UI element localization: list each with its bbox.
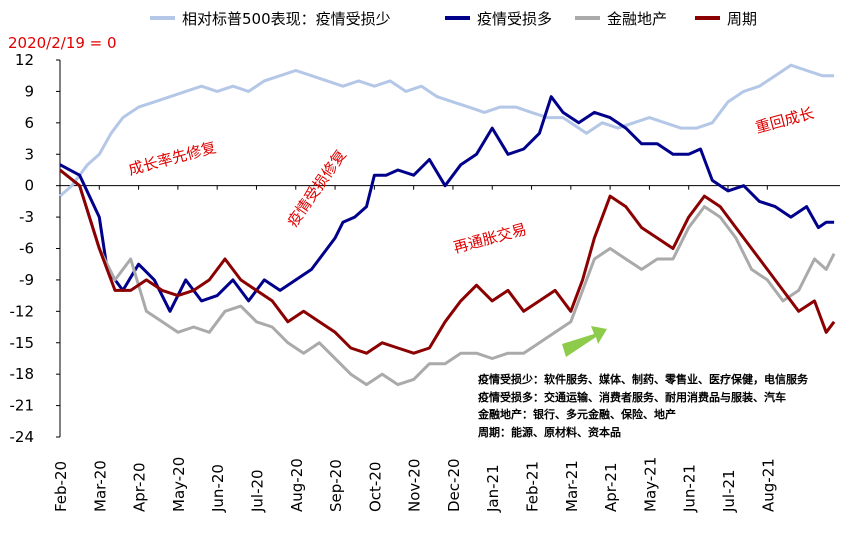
legend: 相对标普500表现：疫情受损少 疫情受损多 金融地产 周期	[150, 10, 757, 28]
y-tick-label: -15	[10, 334, 35, 352]
x-tick-label: May-20	[170, 457, 188, 512]
y-tick-label: 0	[24, 177, 34, 195]
y-tick-label: -12	[10, 302, 35, 320]
y-tick-label: -3	[19, 208, 34, 226]
y-tick-label: -18	[10, 365, 35, 383]
x-tick-label: Apr-20	[131, 463, 149, 513]
x-tick-label: Oct-20	[366, 462, 384, 512]
series-line-3	[59, 168, 836, 355]
series-line-0	[59, 63, 835, 198]
x-tick-label: Apr-21	[602, 463, 620, 513]
annotation-pandemic-recovery: 疫情受损修复	[284, 146, 350, 230]
legend-label-2: 金融地产	[607, 10, 667, 28]
x-tick-label: May-21	[641, 457, 659, 512]
annotation-back-to-growth: 重回成长	[753, 104, 816, 137]
x-tick-label: Aug-20	[288, 458, 306, 512]
green-arrow	[562, 326, 607, 357]
note-line-1: 疫情受损多：交通运输、消费者服务、耐用消费品与服装、汽车	[478, 390, 786, 404]
series-lines	[59, 63, 836, 387]
x-tick-label: Jul-21	[720, 469, 738, 513]
x-tick-label: Jun-21	[681, 464, 699, 513]
x-tick-label: Jan-21	[484, 464, 502, 513]
y-axis: 12 9 6 3 0 -3 -6 -9 -12 -15 -18 -21 -24	[10, 51, 61, 446]
chart-subtitle: 2020/2/19 = 0	[8, 34, 117, 52]
legend-label-3: 周期	[727, 10, 757, 28]
y-tick-label: 3	[24, 145, 34, 163]
y-tick-label: -24	[10, 428, 35, 446]
x-tick-label: Dec-20	[445, 458, 463, 512]
x-tick-label: Jul-20	[248, 469, 266, 513]
x-tick-label: Feb-20	[52, 461, 70, 512]
x-tick-label: Mar-20	[91, 460, 109, 512]
x-axis: Feb-20 Mar-20 Apr-20 May-20 Jun-20 Jul-20 Aug-…	[52, 185, 840, 513]
x-tick-label: Nov-20	[406, 459, 424, 512]
y-tick-label: -9	[19, 271, 34, 289]
y-tick-label: -21	[10, 397, 35, 415]
note-line-0: 疫情受损少：软件服务、媒体、制药、零售业、医疗保健，电信服务	[478, 372, 809, 386]
legend-label-1: 疫情受损多	[477, 10, 552, 28]
y-tick-label: 9	[24, 82, 34, 100]
y-tick-label: 12	[15, 51, 34, 69]
legend-label-0: 相对标普500表现：疫情受损少	[182, 10, 391, 28]
y-tick-label: -6	[19, 240, 34, 258]
x-tick-label: Sep-20	[327, 459, 345, 512]
x-tick-label: Jun-20	[209, 464, 227, 513]
annotation-growth-first: 成长率先修复	[126, 138, 218, 179]
note-line-3: 周期：能源、原材料、资本品	[478, 425, 621, 439]
y-tick-label: 6	[24, 114, 34, 132]
annotation-reflation-trade: 再通胀交易	[451, 220, 528, 257]
series-line-1	[59, 95, 835, 313]
x-tick-label: Feb-21	[524, 461, 542, 512]
x-tick-label: Mar-21	[563, 460, 581, 512]
note-line-2: 金融地产：银行、多元金融、保险、地产	[477, 407, 676, 421]
series-line-2	[59, 168, 836, 387]
x-tick-label: Aug-21	[759, 458, 777, 512]
